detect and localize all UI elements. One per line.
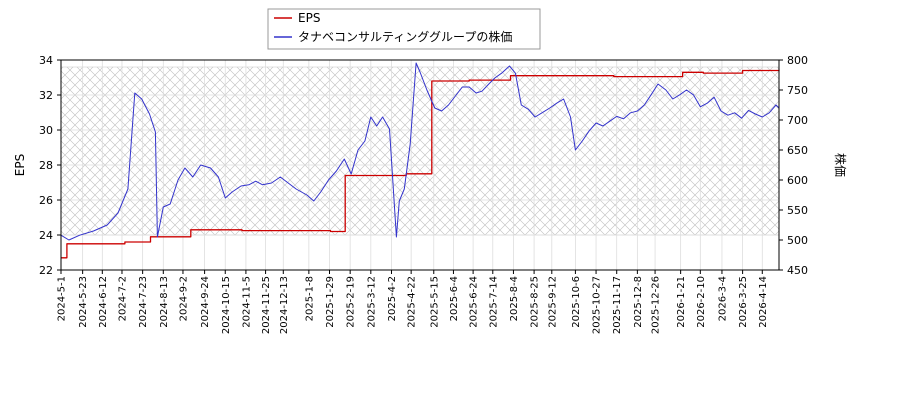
x-tick-label: 2025-10-27: [592, 276, 603, 334]
y-left-tick-label: 30: [39, 124, 53, 137]
x-tick-label: 2025-10-6: [571, 276, 582, 328]
y-left-tick-label: 22: [39, 264, 53, 277]
y-right-tick-label: 750: [787, 84, 808, 97]
legend: EPS タナベコンサルティンググループの株価: [267, 8, 541, 50]
x-tick-label: 2024-11-5: [241, 276, 252, 328]
x-tick-label: 2024-6-12: [98, 276, 109, 328]
y-left-tick-label: 26: [39, 194, 53, 207]
y-right-tick-label: 700: [787, 114, 808, 127]
x-tick-label: 2025-2-19: [346, 276, 357, 328]
legend-eps-label: EPS: [298, 11, 320, 25]
x-tick-label: 2024-12-13: [279, 276, 290, 334]
y-right-tick-label: 500: [787, 234, 808, 247]
x-tick-label: 2025-12-26: [651, 276, 662, 334]
y-axis-left-label: EPS: [13, 154, 27, 176]
x-tick-label: 2026-1-21: [676, 276, 687, 328]
y-axis-right-label: 株価: [833, 153, 848, 177]
y-right-tick-label: 550: [787, 204, 808, 217]
y-left-tick-label: 32: [39, 89, 53, 102]
x-tick-label: 2024-5-1: [57, 276, 68, 321]
stock-price-series-line: [60, 62, 780, 241]
x-tick-label: 2025-8-4: [509, 276, 520, 321]
x-tick-label: 2024-11-25: [261, 276, 272, 334]
x-tick-label: 2024-7-23: [138, 276, 149, 328]
x-tick-label: 2025-11-17: [612, 276, 623, 334]
x-tick-label: 2024-10-15: [221, 276, 232, 334]
y-right-tick-label: 800: [787, 54, 808, 67]
y-right-tick-label: 600: [787, 174, 808, 187]
x-tick-label: 2025-5-15: [429, 276, 440, 328]
legend-box: [267, 8, 541, 50]
x-tick-label: 2026-2-10: [696, 276, 707, 328]
x-tick-label: 2025-4-2: [387, 276, 398, 321]
x-tick-label: 2025-12-8: [633, 276, 644, 328]
x-tick-label: 2026-3-4: [717, 276, 728, 321]
y-right-tick-label: 650: [787, 144, 808, 157]
x-tick-label: 2025-6-24: [469, 276, 480, 328]
y-left-tick-label: 28: [39, 159, 53, 172]
x-tick-label: 2025-1-8: [304, 276, 315, 321]
y-right-tick-label: 450: [787, 264, 808, 277]
x-tick-label: 2025-9-12: [547, 276, 558, 328]
y-left-tick-label: 34: [39, 54, 53, 67]
x-tick-label: 2025-6-4: [449, 276, 460, 321]
x-tick-label: 2025-1-29: [325, 276, 336, 328]
x-tick-label: 2024-9-24: [200, 276, 211, 328]
x-tick-label: 2025-3-12: [366, 276, 377, 328]
x-tick-label: 2024-5-23: [78, 276, 89, 328]
x-tick-label: 2025-7-14: [488, 276, 499, 328]
shaded-region: [60, 66, 780, 236]
x-tick-label: 2024-9-2: [178, 276, 189, 321]
y-left-tick-label: 24: [39, 229, 53, 242]
x-tick-label: 2024-8-13: [159, 276, 170, 328]
x-tick-label: 2026-4-14: [758, 276, 769, 328]
x-tick-label: 2024-7-2: [117, 276, 128, 321]
x-tick-label: 2025-4-22: [407, 276, 418, 328]
x-tick-label: 2025-8-25: [530, 276, 541, 328]
legend-stock-label: タナベコンサルティンググループの株価: [298, 29, 512, 44]
x-tick-label: 2026-3-25: [738, 276, 749, 328]
